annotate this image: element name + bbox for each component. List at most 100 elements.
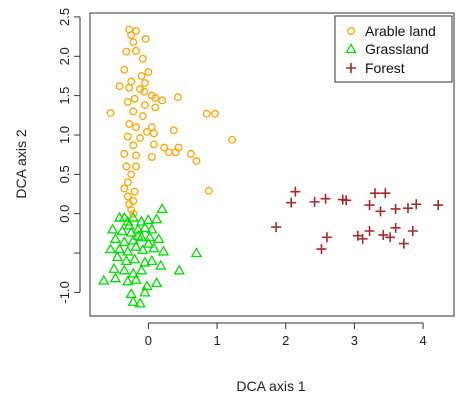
legend-label-forest: Forest — [365, 60, 405, 76]
point-grassland — [111, 251, 124, 262]
point-forest — [402, 203, 413, 214]
point-forest — [364, 226, 375, 237]
point-arable-land — [130, 187, 139, 196]
point-arable-land — [132, 162, 140, 171]
point-grassland — [108, 262, 120, 273]
point-grassland — [141, 280, 153, 291]
point-grassland — [104, 243, 117, 254]
point-arable-land — [127, 170, 136, 179]
point-grassland — [116, 225, 128, 236]
legend-box — [334, 15, 453, 83]
legend-label-arable-land: Arable land — [365, 23, 436, 39]
legend-symbols — [345, 27, 357, 73]
point-grassland — [156, 203, 168, 214]
point-grassland — [127, 295, 139, 306]
point-grassland — [155, 259, 167, 270]
point-arable-land — [123, 132, 132, 141]
point-grassland — [139, 286, 151, 297]
point-grassland — [135, 264, 148, 275]
point-arable-land — [120, 184, 129, 193]
point-arable-land — [120, 149, 129, 158]
point-arable-land — [165, 148, 173, 157]
point-arable-land — [125, 120, 134, 128]
point-arable-land — [122, 47, 131, 56]
point-grassland — [118, 264, 131, 275]
point-arable-land — [204, 186, 213, 195]
point-grassland — [146, 223, 158, 234]
point-arable-land — [125, 83, 134, 92]
y-tick-label: 1.0 — [57, 126, 72, 144]
point-grassland — [109, 272, 122, 283]
point-arable-land — [123, 192, 132, 201]
point-grassland — [139, 221, 151, 232]
point-grassland — [122, 245, 134, 256]
point-arable-land — [228, 135, 237, 144]
point-forest — [385, 232, 396, 243]
point-arable-land — [129, 209, 138, 218]
point-grassland — [98, 274, 110, 285]
point-arable-land — [151, 103, 160, 112]
point-arable-land — [132, 151, 140, 160]
point-grassland — [123, 219, 135, 230]
point-arable-land — [130, 94, 139, 103]
point-arable-land — [132, 27, 140, 36]
point-forest — [370, 188, 381, 199]
y-tick-label: 0.5 — [57, 165, 72, 183]
point-grassland — [113, 243, 126, 254]
point-arable-land — [122, 162, 131, 171]
point-grassland — [139, 256, 151, 267]
point-arable-land — [129, 107, 138, 116]
plot-frame — [89, 12, 455, 317]
y-tick-label: 2.0 — [57, 47, 72, 65]
point-forest — [433, 200, 444, 211]
point-forest — [357, 233, 368, 244]
point-arable-land — [129, 141, 138, 150]
point-grassland — [134, 297, 146, 308]
point-grassland — [130, 240, 142, 251]
point-forest — [407, 226, 418, 237]
point-arable-land — [140, 87, 149, 96]
point-forest — [380, 188, 391, 199]
point-grassland — [146, 254, 158, 266]
point-grassland — [127, 267, 139, 278]
point-grassland — [128, 253, 141, 264]
point-grassland — [144, 231, 156, 242]
point-arable-land — [127, 205, 136, 214]
point-grassland — [137, 243, 149, 254]
point-grassland — [106, 223, 119, 234]
point-arable-land — [132, 123, 140, 132]
point-grassland — [118, 236, 131, 247]
point-grassland — [142, 214, 155, 225]
point-forest — [398, 238, 409, 249]
point-forest — [411, 199, 422, 210]
point-forest — [309, 196, 320, 207]
point-grassland — [157, 245, 170, 256]
point-arable-land — [127, 77, 136, 86]
x-axis: 0 1 2 3 4 — [145, 322, 427, 348]
point-forest — [378, 229, 389, 240]
point-arable-land — [132, 46, 140, 55]
point-forest — [320, 193, 331, 204]
point-grassland — [122, 275, 134, 286]
point-forest — [316, 244, 327, 255]
point-arable-land — [147, 153, 156, 161]
point-arable-land — [151, 94, 160, 102]
point-grassland — [120, 254, 133, 266]
point-arable-land — [123, 97, 132, 106]
point-grassland — [125, 288, 137, 299]
point-arable-land — [115, 82, 124, 91]
point-grassland — [132, 223, 144, 234]
point-arable-land — [143, 127, 151, 136]
x-tick-label: 4 — [419, 333, 426, 348]
point-grassland — [150, 213, 163, 224]
point-arable-land — [120, 65, 129, 74]
y-axis-title: DCA axis 2 — [13, 129, 29, 198]
point-grassland — [152, 232, 165, 243]
point-grassland — [135, 215, 148, 226]
data-points — [98, 25, 444, 308]
point-forest — [364, 200, 375, 211]
point-arable-land — [149, 140, 158, 149]
point-grassland — [127, 211, 139, 222]
legend-symbol-grassland — [345, 43, 357, 54]
